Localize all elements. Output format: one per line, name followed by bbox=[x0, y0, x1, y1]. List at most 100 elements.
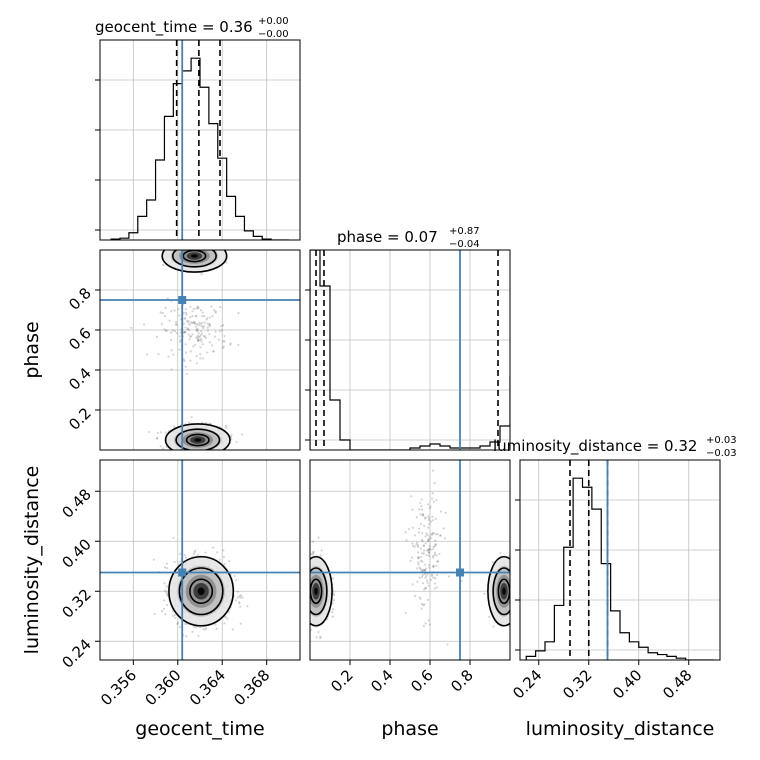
sample-point bbox=[180, 451, 182, 453]
sample-point bbox=[220, 324, 223, 328]
sample-point bbox=[417, 531, 421, 534]
sample-point bbox=[196, 328, 199, 331]
x-tick-label: 0.368 bbox=[230, 666, 273, 709]
sample-point bbox=[427, 554, 431, 557]
sample-point bbox=[305, 622, 307, 624]
sample-point bbox=[170, 310, 173, 313]
sample-point bbox=[435, 499, 438, 502]
sample-point bbox=[483, 592, 486, 595]
sample-point bbox=[307, 575, 309, 577]
sample-point bbox=[423, 569, 427, 572]
sample-point bbox=[183, 359, 186, 363]
sample-point bbox=[415, 543, 418, 546]
title-luminosity-distance: luminosity_distance = 0.32 bbox=[493, 437, 697, 456]
sample-point bbox=[183, 454, 185, 456]
sample-point bbox=[173, 453, 175, 455]
sample-point bbox=[196, 335, 199, 338]
sample-point bbox=[307, 581, 309, 583]
sample-point bbox=[194, 315, 197, 318]
sample-point bbox=[229, 343, 232, 346]
sample-point bbox=[524, 581, 526, 583]
sample-point bbox=[301, 604, 303, 606]
sample-point bbox=[165, 603, 169, 607]
sample-point bbox=[302, 598, 304, 600]
sample-point bbox=[304, 593, 306, 595]
sample-point bbox=[422, 624, 426, 627]
sample-point bbox=[236, 590, 240, 593]
sample-point bbox=[194, 549, 197, 552]
sample-point bbox=[222, 345, 225, 348]
sample-point bbox=[331, 602, 334, 605]
sample-point bbox=[185, 320, 189, 323]
sample-point bbox=[196, 340, 200, 343]
sample-point bbox=[444, 511, 447, 514]
sample-point bbox=[165, 585, 168, 588]
sample-point bbox=[510, 571, 512, 573]
sample-point bbox=[205, 318, 208, 321]
sample-point bbox=[187, 320, 190, 323]
sample-point bbox=[192, 552, 196, 556]
sample-point bbox=[424, 516, 427, 519]
sample-point bbox=[410, 556, 414, 559]
sample-point bbox=[196, 305, 199, 308]
sample-point bbox=[171, 614, 175, 617]
sample-point bbox=[217, 240, 219, 242]
sample-point bbox=[511, 593, 513, 595]
sample-point bbox=[167, 355, 170, 358]
density-contour bbox=[168, 555, 235, 627]
sample-point bbox=[511, 594, 513, 596]
sample-point bbox=[218, 330, 221, 333]
density-shade bbox=[197, 587, 205, 595]
sample-point bbox=[195, 336, 198, 339]
sample-point bbox=[303, 595, 305, 597]
x-tick-label: 0.48 bbox=[659, 666, 695, 702]
sample-point bbox=[304, 585, 306, 587]
sample-point bbox=[447, 575, 450, 578]
sample-point bbox=[423, 588, 426, 591]
sample-point bbox=[159, 311, 162, 314]
sample-point bbox=[199, 357, 202, 360]
sample-point bbox=[196, 338, 200, 341]
sample-point bbox=[195, 362, 198, 365]
sample-point bbox=[211, 344, 214, 347]
sample-point bbox=[199, 346, 202, 349]
sample-point bbox=[192, 307, 195, 311]
sample-point bbox=[195, 329, 198, 332]
sample-point bbox=[306, 606, 308, 608]
sample-point bbox=[163, 315, 167, 318]
sample-point bbox=[434, 517, 437, 521]
sample-point bbox=[201, 451, 203, 453]
sample-point bbox=[414, 594, 417, 597]
sample-point bbox=[189, 467, 191, 469]
sample-point bbox=[409, 559, 412, 562]
sample-point bbox=[435, 564, 438, 567]
panel-frame-phase-vs-luminosity-distance bbox=[309, 459, 511, 661]
sample-point bbox=[206, 326, 209, 329]
sample-point bbox=[419, 597, 422, 600]
sample-point bbox=[303, 586, 305, 588]
sample-point bbox=[304, 598, 306, 600]
sample-point bbox=[428, 545, 431, 548]
sample-point bbox=[305, 571, 307, 573]
sample-point bbox=[305, 615, 307, 617]
sample-point bbox=[307, 558, 309, 560]
sample-point bbox=[305, 626, 307, 628]
sample-point bbox=[182, 312, 185, 315]
sample-point bbox=[443, 537, 447, 540]
sample-point bbox=[307, 583, 309, 585]
sample-point bbox=[427, 584, 430, 587]
sample-point bbox=[166, 567, 169, 570]
sample-point bbox=[212, 350, 215, 353]
sample-point bbox=[204, 336, 207, 340]
sample-point bbox=[186, 327, 190, 330]
sample-point bbox=[165, 329, 168, 332]
sample-point bbox=[168, 319, 171, 322]
sample-point bbox=[421, 573, 424, 577]
sample-point bbox=[423, 568, 427, 572]
sample-point bbox=[199, 309, 203, 312]
sample-point bbox=[303, 592, 305, 594]
y-tick-label: 0.8 bbox=[65, 284, 95, 314]
sample-point bbox=[160, 610, 164, 613]
sample-point bbox=[165, 562, 168, 565]
sample-point bbox=[422, 544, 426, 547]
